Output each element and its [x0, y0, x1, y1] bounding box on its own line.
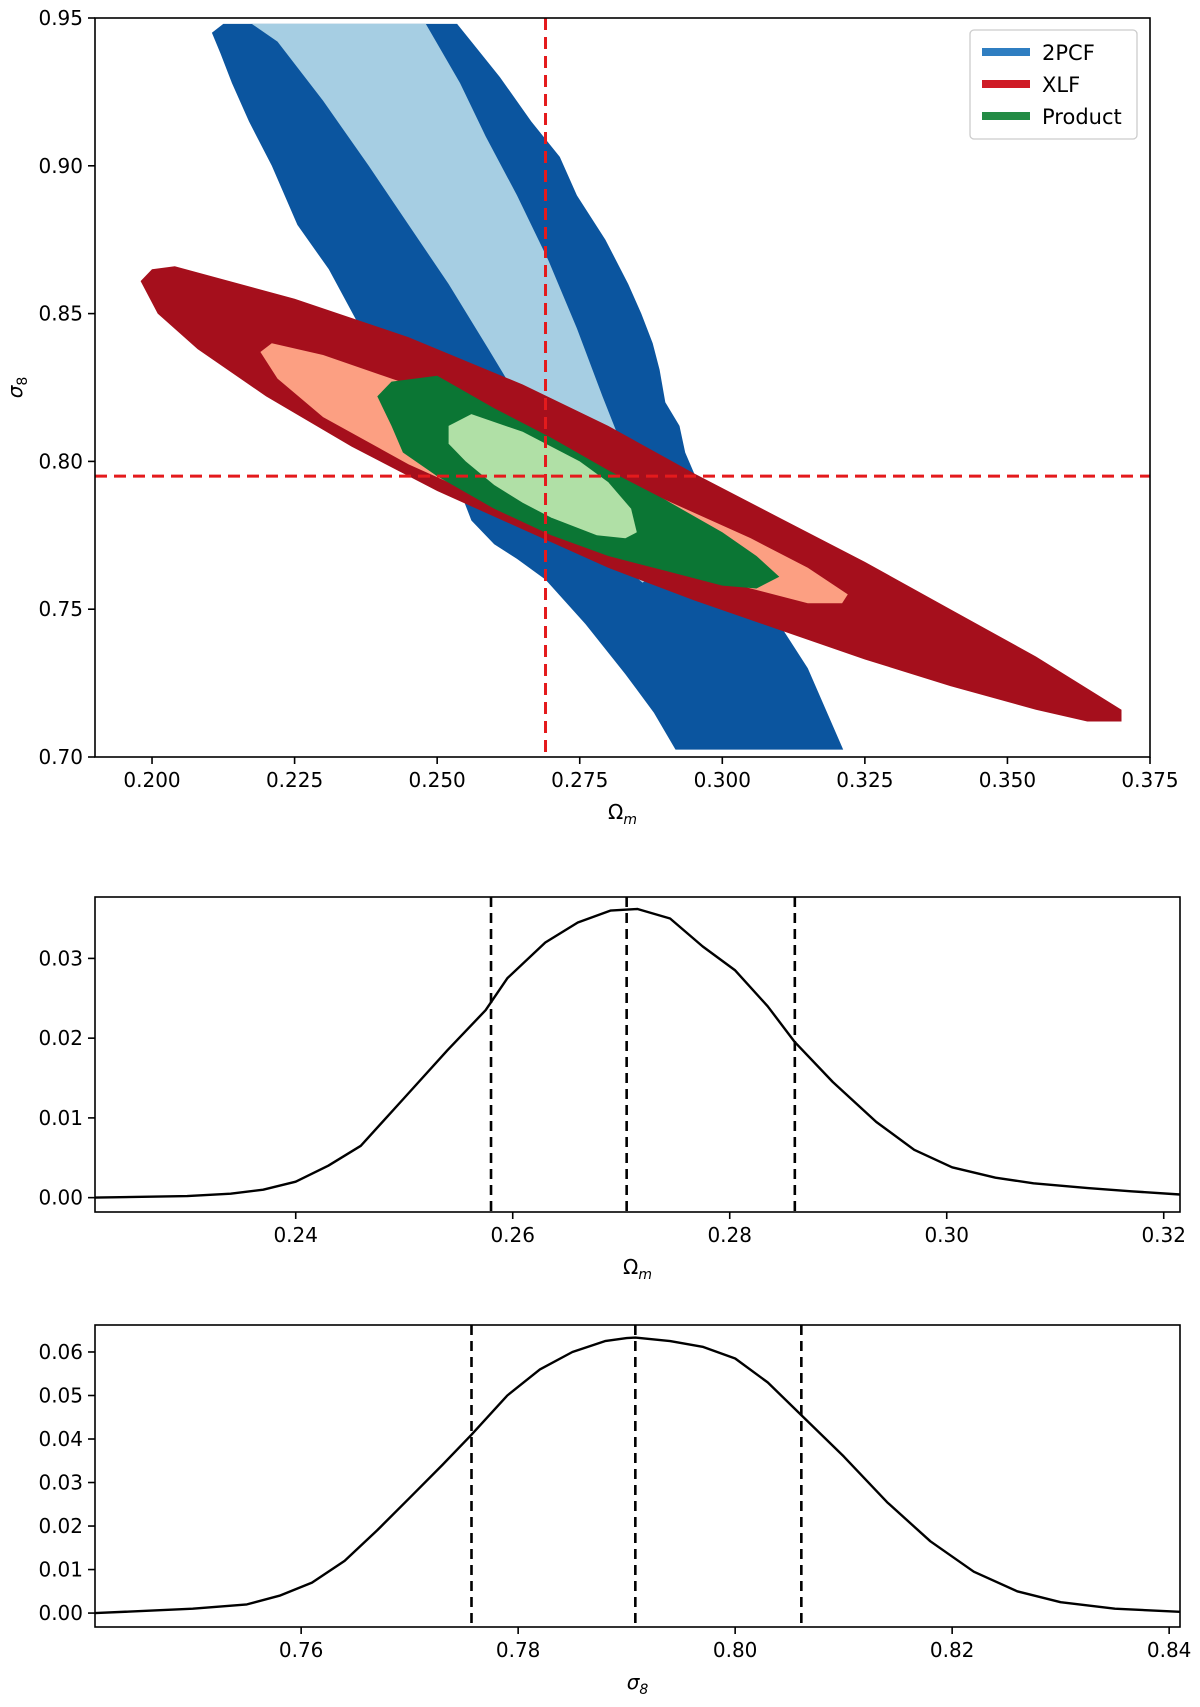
line-area-1 — [95, 897, 1180, 1212]
contour-area — [95, 18, 1150, 757]
x-axis-label: Ωm — [608, 800, 637, 828]
y-tick-label: 0.00 — [38, 1186, 83, 1210]
x-axis-label-sub: m — [623, 812, 637, 828]
x-tick-label: 0.84 — [1147, 1638, 1192, 1662]
plot-frame — [94, 1324, 1181, 1628]
y-tick-label: 0.70 — [38, 745, 83, 769]
legend-box — [969, 29, 1138, 140]
x-tick-label: 0.82 — [930, 1638, 975, 1662]
y-tick-label: 0.06 — [38, 1340, 83, 1364]
y-tick-label: 0.02 — [38, 1026, 83, 1050]
x-axis-label: σ8 — [627, 1670, 649, 1698]
y-tick-label: 0.03 — [38, 946, 83, 970]
y-axis-label-main: σ — [3, 384, 27, 398]
plot-frame — [94, 896, 1181, 1213]
y-tick-label: 0.75 — [38, 597, 83, 621]
x-tick-label: 0.30 — [924, 1223, 969, 1247]
y-tick-label: 0.90 — [38, 154, 83, 178]
x-tick-label: 0.350 — [979, 768, 1036, 792]
legend-label-xlf: XLF — [1042, 73, 1080, 97]
posterior-curve — [95, 1336, 1180, 1615]
x-tick-label: 0.300 — [694, 768, 751, 792]
y-axis-label: σ8 — [3, 377, 31, 399]
line-area-2 — [95, 1325, 1180, 1627]
y-axis-label-sub: 8 — [15, 377, 31, 386]
x-axis-label-main: σ — [627, 1670, 641, 1694]
x-axis-label: Ωm — [623, 1255, 652, 1283]
x-tick-label: 0.250 — [409, 768, 466, 792]
y-tick-label: 0.01 — [38, 1106, 83, 1130]
legend: 2PCF XLF Product — [969, 29, 1138, 140]
x-axis-label-sub: 8 — [639, 1682, 648, 1698]
y-tick-label: 0.04 — [38, 1427, 83, 1451]
x-tick-label: 0.225 — [266, 768, 323, 792]
x-tick-label: 0.78 — [496, 1638, 541, 1662]
y-tick-label: 0.85 — [38, 302, 83, 326]
x-tick-label: 0.275 — [551, 768, 608, 792]
plot-frame — [94, 17, 1151, 758]
x-tick-label: 0.26 — [490, 1223, 535, 1247]
x-tick-label: 0.375 — [1121, 768, 1178, 792]
x-tick-label: 0.28 — [707, 1223, 752, 1247]
legend-label-product: Product — [1042, 105, 1122, 129]
y-tick-label: 0.03 — [38, 1471, 83, 1495]
y-tick-label: 0.95 — [38, 6, 83, 30]
x-tick-label: 0.76 — [279, 1638, 324, 1662]
x-tick-label: 0.80 — [713, 1638, 758, 1662]
x-axis-label-main: Ω — [623, 1255, 638, 1279]
y-tick-label: 0.01 — [38, 1558, 83, 1582]
axes-1: 0.24 0.26 0.28 0.30 0.32 0.00 0.01 0.02 0.03 Ωm — [38, 896, 1186, 1283]
y-tick-label: 0.02 — [38, 1514, 83, 1538]
x-tick-label: 0.200 — [123, 768, 180, 792]
x-axis-label-main: Ω — [608, 800, 623, 824]
axes-0: 0.200 0.225 0.250 0.275 0.300 0.325 0.350 0.375… — [38, 6, 1178, 828]
posterior-curve — [95, 907, 1180, 1199]
x-tick-label: 0.325 — [836, 768, 893, 792]
y-tick-label: 0.00 — [38, 1601, 83, 1625]
y-tick-label: 0.80 — [38, 449, 83, 473]
legend-label-2pcf: 2PCF — [1042, 41, 1095, 65]
y-tick-label: 0.05 — [38, 1383, 83, 1407]
axes-2: 0.76 0.78 0.80 0.82 0.84 0.00 0.01 0.02 0.03 0.04… — [38, 1324, 1192, 1698]
x-tick-label: 0.32 — [1141, 1223, 1186, 1247]
x-axis-label-sub: m — [638, 1267, 652, 1283]
x-tick-label: 0.24 — [273, 1223, 318, 1247]
